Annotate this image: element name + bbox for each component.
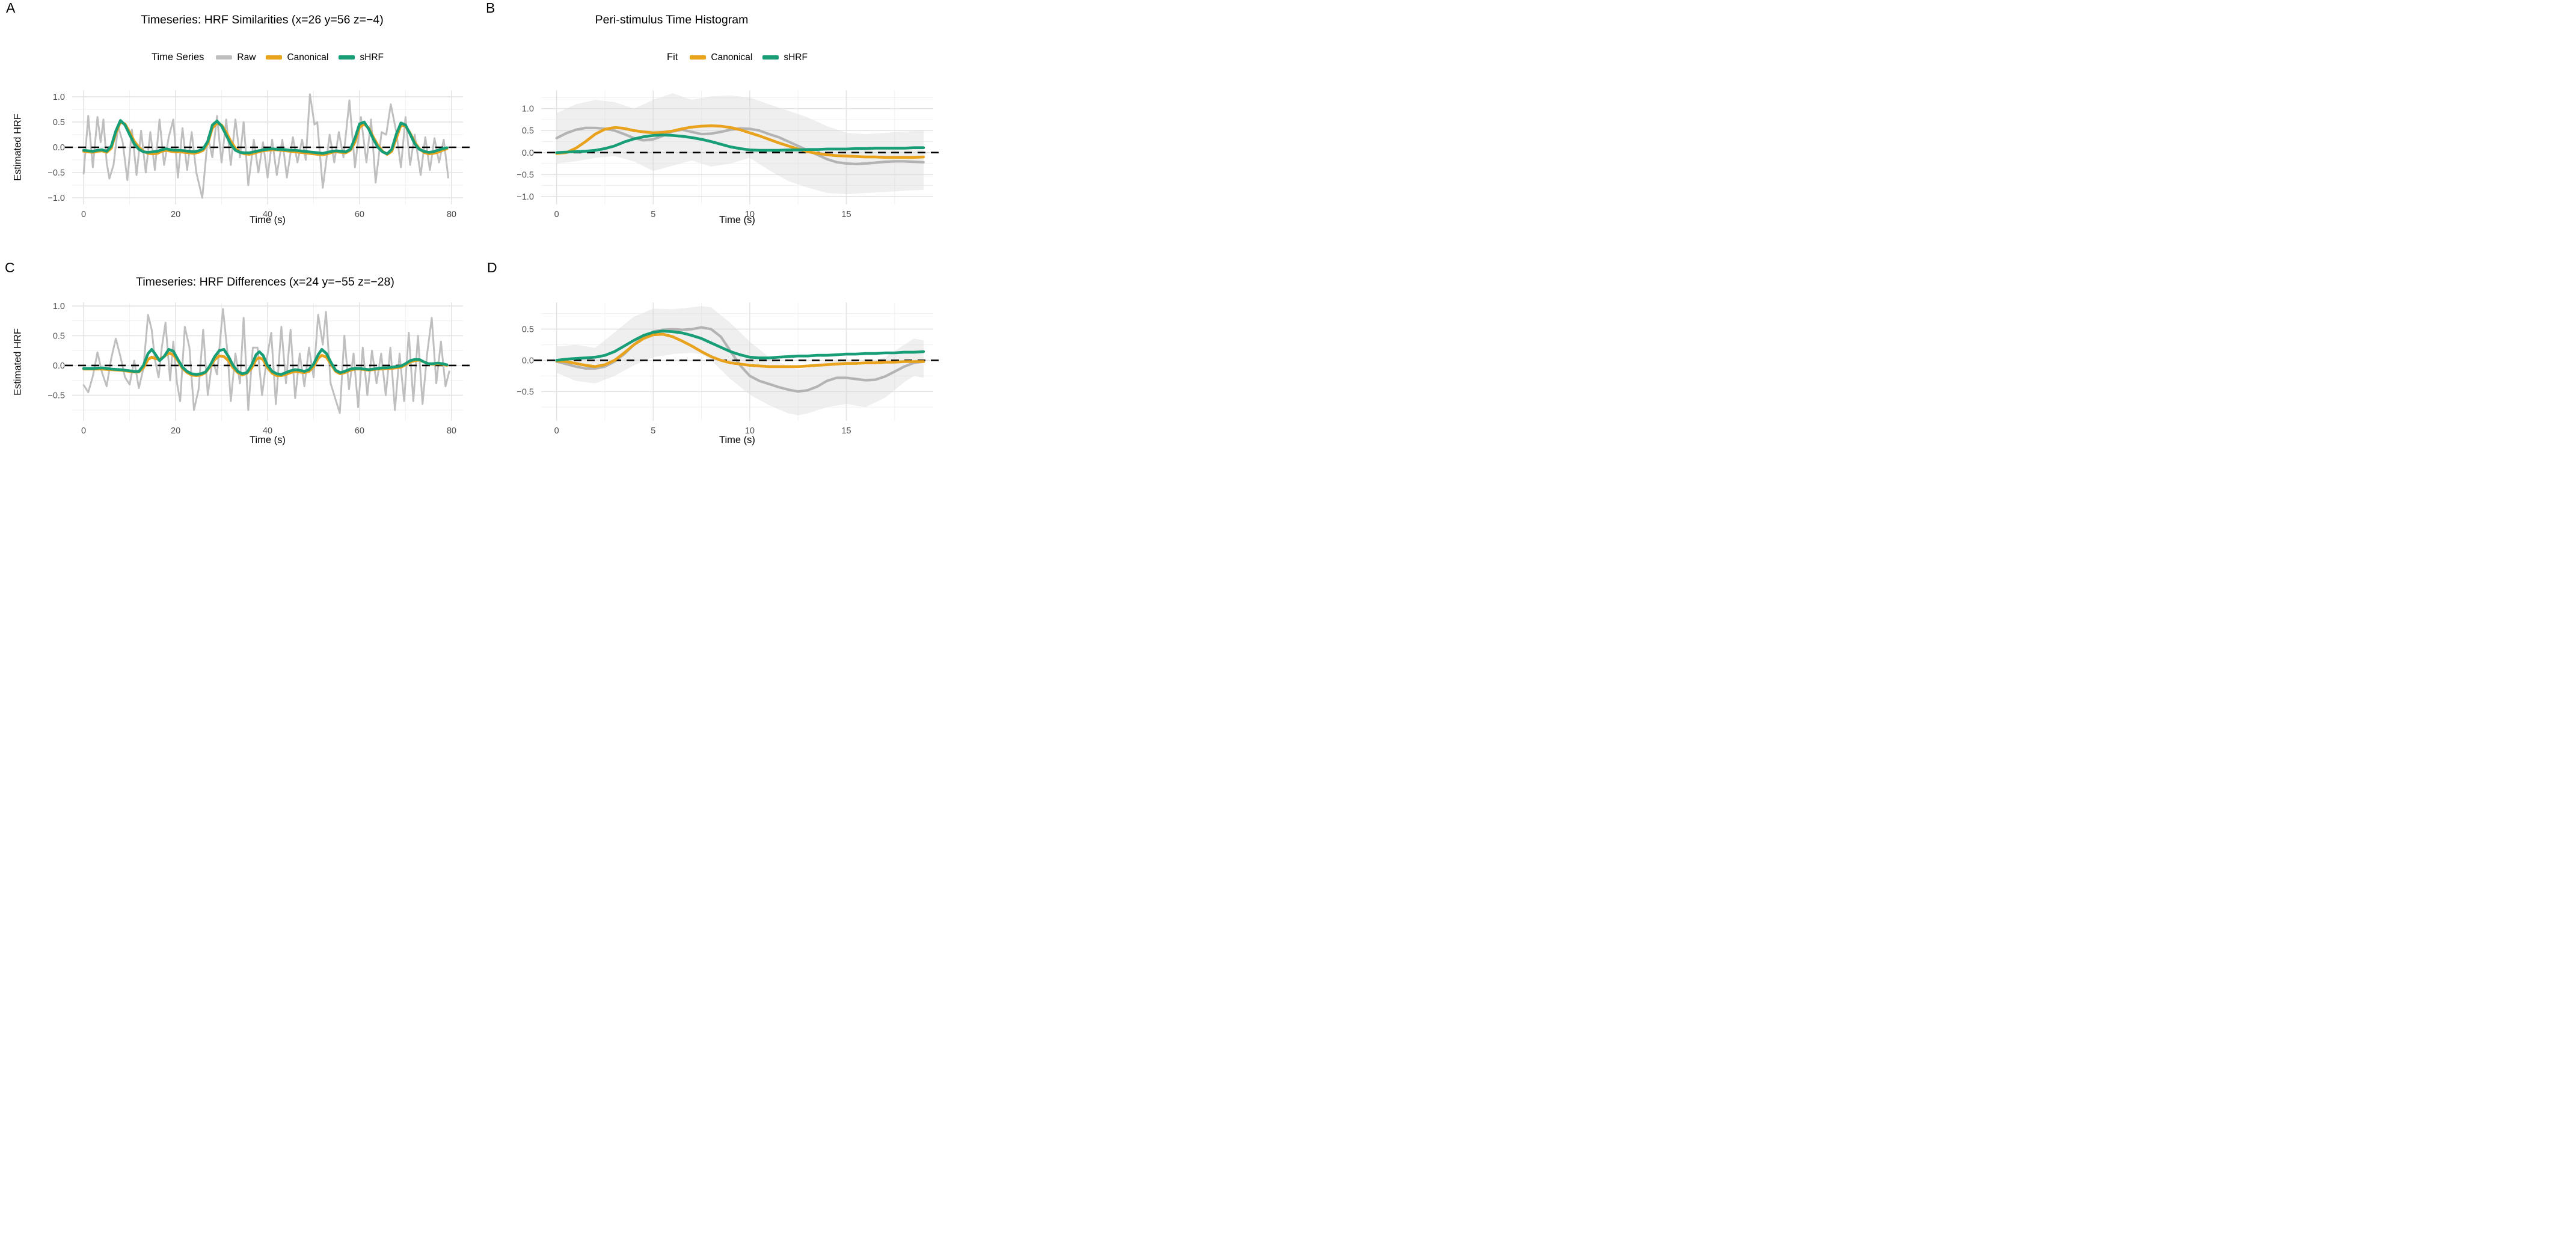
y-tick-label: −1.0 xyxy=(517,192,534,202)
y-tick-label: −0.5 xyxy=(48,168,65,178)
x-tick-label: 15 xyxy=(841,210,851,219)
x-tick-label: 5 xyxy=(651,210,655,219)
x-axis-title: Time (s) xyxy=(719,215,755,225)
y-tick-label: 0.0 xyxy=(522,148,534,158)
panel-title: Peri-stimulus Time Histogram xyxy=(595,13,749,26)
legend-title: Time Series xyxy=(152,52,204,63)
legend-item-raw: Raw xyxy=(216,52,256,63)
x-tick-label: 10 xyxy=(745,426,755,436)
y-tick-label: 1.0 xyxy=(53,93,65,102)
plot-area-b: 0 5 10 15 1.0 0.5 0.0 −0.5 −1.0 xyxy=(517,90,940,219)
legend-swatch-canonical xyxy=(266,55,283,60)
y-tick-label: −0.5 xyxy=(517,387,534,397)
x-tick-label: 80 xyxy=(447,210,456,219)
panel-title: Timeseries: HRF Similarities (x=26 y=56 … xyxy=(141,13,384,26)
y-tick-label: 0.0 xyxy=(53,143,65,153)
y-tick-label: −1.0 xyxy=(48,194,65,203)
series-line-raw xyxy=(82,93,449,199)
series-line-raw xyxy=(82,308,450,414)
plot-area-a: 0 20 40 60 80 1.0 0.5 0.0 −0.5 −1.0 xyxy=(48,90,470,219)
legend-item-label: Canonical xyxy=(711,52,753,63)
y-tick-label: 1.0 xyxy=(53,302,65,311)
confidence-band xyxy=(556,93,924,195)
legend-item-shrf: sHRF xyxy=(762,52,808,63)
plot-area-d: 0 5 10 15 0.5 0.0 −0.5 xyxy=(517,302,940,436)
legend-item-canonical: Canonical xyxy=(690,52,752,63)
x-tick-label: 60 xyxy=(355,426,364,436)
y-tick-label: 0.5 xyxy=(522,126,534,136)
y-tick-label: −0.5 xyxy=(517,170,534,180)
legend-item-canonical: Canonical xyxy=(266,52,328,63)
x-tick-label: 20 xyxy=(171,426,180,436)
legend-item-label: Canonical xyxy=(287,52,329,63)
series-line-shrf xyxy=(82,347,449,376)
series-line-shrf xyxy=(555,133,925,154)
x-tick-label: 0 xyxy=(554,210,559,219)
legend-item-label: sHRF xyxy=(360,52,384,63)
x-tick-label: 60 xyxy=(355,210,364,219)
series-line-canonical xyxy=(555,124,925,159)
plot-area-c: 0 20 40 60 80 1.0 0.5 0.0 −0.5 xyxy=(48,302,470,436)
legend-item-label: Raw xyxy=(237,52,256,63)
series-line-shrf xyxy=(555,329,925,362)
legend-swatch-raw xyxy=(216,55,233,60)
legend-item-label: sHRF xyxy=(784,52,808,63)
x-tick-label: 0 xyxy=(81,210,86,219)
y-tick-label: 1.0 xyxy=(522,105,534,114)
x-tick-label: 20 xyxy=(171,210,180,219)
series-line-canonical xyxy=(555,332,925,369)
panel-a: A Timeseries: HRF Similarities (x=26 y=5… xyxy=(0,0,471,230)
x-tick-label: 10 xyxy=(745,210,755,219)
y-tick-label: 0.0 xyxy=(53,361,65,371)
x-tick-label: 0 xyxy=(554,426,559,436)
y-tick-label: −0.5 xyxy=(48,391,65,400)
legend-swatch-canonical xyxy=(690,55,707,60)
hrf-analysis-figure: A Timeseries: HRF Similarities (x=26 y=5… xyxy=(0,0,943,460)
panel-letter-label: D xyxy=(487,260,497,275)
panel-letter-label: C xyxy=(5,260,15,275)
legend-title: Fit xyxy=(667,52,678,63)
panel-letter-label: A xyxy=(6,0,16,16)
panel-letter-label: B xyxy=(486,0,495,16)
x-tick-label: 40 xyxy=(263,210,272,219)
legend-item-shrf: sHRF xyxy=(339,52,384,63)
y-tick-label: 0.5 xyxy=(53,331,65,341)
x-tick-label: 80 xyxy=(447,426,456,436)
panel-c: C Timeseries: HRF Differences (x=24 y=−5… xyxy=(0,230,471,460)
x-axis-title: Time (s) xyxy=(250,435,286,445)
legend-swatch-shrf xyxy=(762,55,779,60)
y-tick-label: 0.0 xyxy=(522,356,534,365)
panel-title: Timeseries: HRF Differences (x=24 y=−55 … xyxy=(136,275,394,289)
y-tick-label: 0.5 xyxy=(53,118,65,127)
x-tick-label: 0 xyxy=(81,426,86,436)
x-axis-title: Time (s) xyxy=(719,435,755,445)
x-tick-label: 5 xyxy=(651,426,655,436)
x-tick-label: 40 xyxy=(263,426,272,436)
panel-d: D 0 5 10 15 0.5 0.0 −0.5 Time (s) xyxy=(471,230,943,460)
x-tick-label: 15 xyxy=(841,426,851,436)
panel-b: B Peri-stimulus Time Histogram Fit Canon… xyxy=(471,0,943,230)
y-tick-label: 0.5 xyxy=(522,325,534,335)
x-axis-title: Time (s) xyxy=(250,215,286,225)
legend: Fit Canonical sHRF xyxy=(541,52,933,63)
legend-swatch-shrf xyxy=(339,55,355,60)
series-line-shrf xyxy=(82,119,449,156)
legend: Time Series Raw Canonical sHRF xyxy=(72,52,463,63)
